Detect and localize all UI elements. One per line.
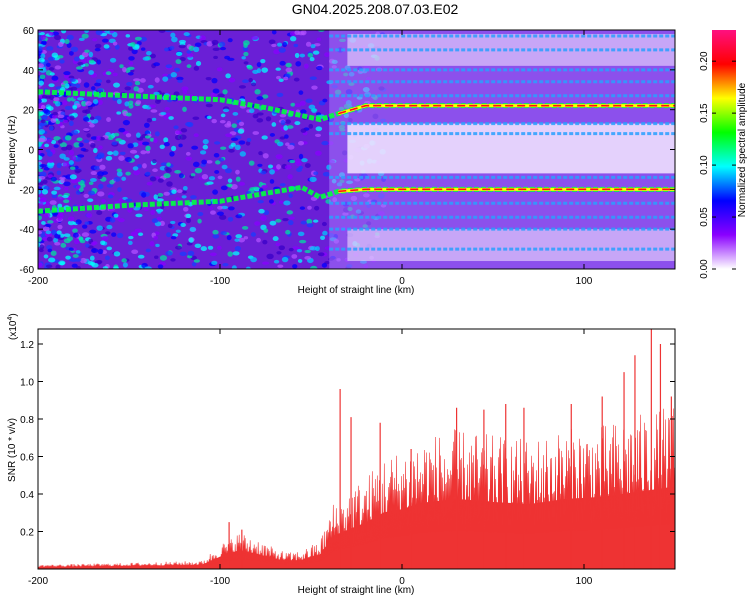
snr-spikes [38,408,675,569]
y-tick-label: 0.2 [20,528,34,539]
snr-peaks [228,329,672,569]
x-tick-label: 100 [576,276,593,287]
y-tick-label: 40 [23,66,35,77]
spectrogram-pale-band [347,123,675,174]
colorbar-label: Normalized spectral amplitude [737,82,748,217]
y-tick-label: 0 [28,146,34,157]
colorbar: 0.00 0.05 0.10 0.15 0.20 Normalized spectral… [699,30,748,279]
snr-frame [37,328,676,570]
y-tick-label: -20 [20,185,35,196]
spectrogram-image [38,30,675,269]
snr-axes: -200 -100 0 100 0.2 0.4 0.6 0.8 1.0 1.2 [20,329,675,587]
x-tick-label: 100 [576,576,593,587]
colorbar-tick-label: 0.15 [699,103,710,123]
colorbar-tick-label: 0.10 [699,155,710,175]
y-tick-label: 20 [23,106,35,117]
snr-scale-label: (x104) [7,313,19,340]
colorbar-tick-label: 0.05 [699,207,710,227]
colorbar-tick-label: 0.20 [699,51,710,71]
y-tick-label: 0.4 [20,490,34,501]
ridge-lower [38,184,675,214]
spectrogram-x-label: Height of straight line (km) [298,285,415,296]
colorbar-tick-label: 0.00 [699,259,710,279]
x-tick-label: 0 [399,576,405,587]
snr-scale-exponent: 4 [7,317,14,321]
x-tick-label: 0 [399,276,405,287]
snr-area [38,329,675,569]
y-tick-label: 60 [23,26,35,37]
y-tick-label: 1.2 [20,340,34,351]
x-tick-label: -100 [210,276,230,287]
snr-y-label: SNR (10 * v/v) [7,418,18,482]
figure-title: GN04.2025.208.07.03.E02 [292,1,459,17]
y-tick-label: -60 [20,265,35,276]
y-tick-label: 1.0 [20,378,34,389]
ridge-upper [38,89,675,123]
y-tick-label: 0.8 [20,415,34,426]
y-tick-label: 0.6 [20,453,34,464]
snr-x-label: Height of straight line (km) [298,585,415,596]
colorbar-ticks: 0.00 0.05 0.10 0.15 0.20 [699,51,736,279]
x-tick-label: -100 [210,576,230,587]
colorbar-bar [712,30,736,269]
snr-scale-prefix: (x10 [8,320,19,340]
snr-panel: -200 -100 0 100 0.2 0.4 0.6 0.8 1.0 1.2 Height of… [7,313,676,596]
spectrogram-noise [38,30,387,269]
spectrogram-y-label: Frequency (Hz) [7,116,18,185]
x-tick-label: -200 [28,276,48,287]
x-tick-label: -200 [28,576,48,587]
y-tick-label: -40 [20,225,35,236]
harmonic-lines [329,34,675,251]
